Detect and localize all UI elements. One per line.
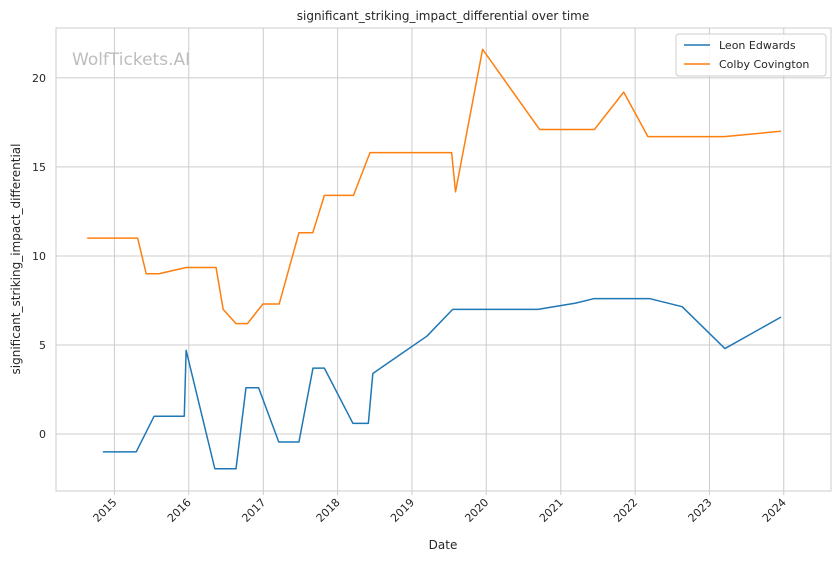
y-tick-label: 5 <box>39 339 46 352</box>
y-tick-label: 10 <box>32 250 46 263</box>
legend-label-leon-edwards: Leon Edwards <box>719 39 796 52</box>
series-line-leon-edwards <box>102 297 782 470</box>
legend: Leon Edwards Colby Covington <box>675 33 827 77</box>
y-tick-label: 15 <box>32 161 46 174</box>
series-line-colby-covington <box>87 48 782 325</box>
y-axis-label: significant_striking_impact_differential <box>9 144 23 375</box>
chart-title: significant_striking_impact_differential… <box>297 9 589 23</box>
watermark: WolfTickets.AI <box>72 50 190 70</box>
y-tick-label: 0 <box>39 428 46 441</box>
legend-box <box>675 33 827 77</box>
x-axis-label: Date <box>429 538 458 552</box>
grid <box>56 28 831 491</box>
y-axis-ticks: 0 5 10 15 20 <box>32 72 46 441</box>
legend-label-colby-covington: Colby Covington <box>719 58 809 71</box>
y-tick-label: 20 <box>32 72 46 85</box>
series-layer <box>87 48 782 470</box>
plot-frame <box>55 27 832 492</box>
